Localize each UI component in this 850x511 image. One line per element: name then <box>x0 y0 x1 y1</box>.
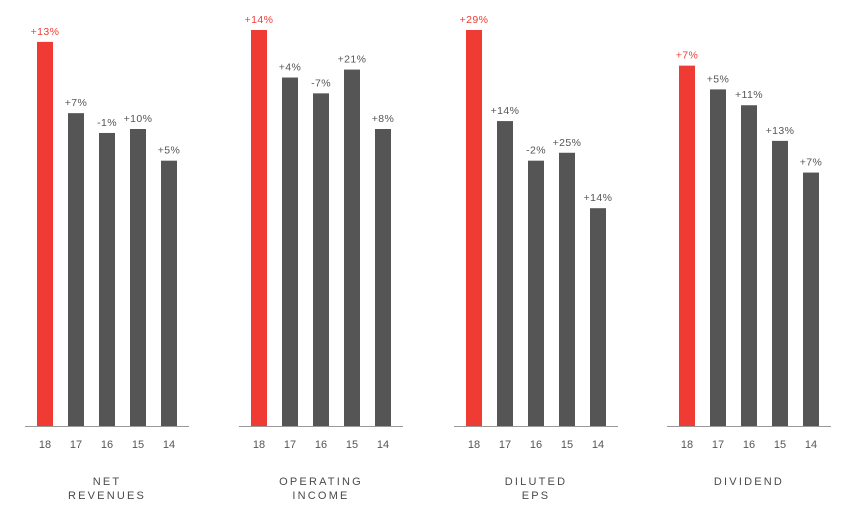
bar-17 <box>68 113 84 426</box>
data-label: +13% <box>766 125 795 137</box>
bar-16 <box>741 105 757 427</box>
bar-15 <box>130 129 146 426</box>
bar-17 <box>282 77 298 427</box>
chart-title-line: REVENUES <box>68 490 146 502</box>
data-label: -7% <box>311 77 331 89</box>
x-tick-label: 14 <box>377 439 389 451</box>
data-label: +14% <box>491 105 520 117</box>
bar-17 <box>710 89 726 427</box>
x-tick-label: 15 <box>346 439 358 451</box>
data-label: +7% <box>65 97 88 109</box>
chart-title-line: INCOME <box>292 490 349 502</box>
data-label: +5% <box>158 145 181 157</box>
bar-17 <box>497 121 513 426</box>
x-tick-label: 18 <box>39 439 51 451</box>
x-tick-label: 18 <box>681 439 693 451</box>
chart-title-line: OPERATING <box>279 476 363 488</box>
x-tick-label: 17 <box>712 439 724 451</box>
data-label: +21% <box>338 54 367 66</box>
x-tick-label: 16 <box>530 439 542 451</box>
bar-14 <box>161 160 177 426</box>
chart-title-line: NET <box>93 476 122 488</box>
bar-16 <box>99 132 115 426</box>
x-tick-label: 16 <box>743 439 755 451</box>
data-label: +8% <box>372 113 395 125</box>
bar-16 <box>528 160 544 426</box>
bar-14 <box>375 129 391 426</box>
data-label: +14% <box>245 14 274 26</box>
x-tick-label: 14 <box>592 439 604 451</box>
data-label: +5% <box>707 73 730 85</box>
chart-title-line: DIVIDEND <box>714 476 784 488</box>
chart-panel-3: +29% 18 +14% 17 -2% 16 +25% 15 +14% 14 DILUTED EPS <box>454 14 618 502</box>
bar-15 <box>559 152 575 426</box>
x-tick-label: 18 <box>468 439 480 451</box>
bar-18 <box>37 41 53 426</box>
data-label: +7% <box>676 50 699 62</box>
bar-18 <box>679 65 695 426</box>
data-label: +10% <box>124 113 153 125</box>
data-label: +13% <box>31 26 60 38</box>
x-tick-label: 14 <box>805 439 817 451</box>
x-tick-label: 17 <box>284 439 296 451</box>
x-tick-label: 18 <box>253 439 265 451</box>
data-label: +11% <box>735 89 763 101</box>
data-label: +29% <box>460 14 489 26</box>
x-tick-label: 15 <box>774 439 786 451</box>
x-tick-label: 17 <box>499 439 511 451</box>
data-label: +4% <box>279 62 302 74</box>
chart-panel-4: +7% 18 +5% 17 +11% 16 +13% 15 +7% 14 DIVIDEND <box>667 50 831 488</box>
bar-14 <box>803 172 819 426</box>
bar-15 <box>772 140 788 426</box>
chart-panel-2: +14% 18 +4% 17 -7% 16 +21% 15 +8% 14 OPERATING INCO… <box>239 14 403 502</box>
x-tick-label: 17 <box>70 439 82 451</box>
x-tick-label: 14 <box>163 439 175 451</box>
bar-15 <box>344 69 360 426</box>
bar-14 <box>590 208 606 426</box>
data-label: +14% <box>584 192 613 204</box>
data-label: -1% <box>97 117 117 129</box>
x-tick-label: 15 <box>561 439 573 451</box>
x-tick-label: 16 <box>315 439 327 451</box>
x-tick-label: 15 <box>132 439 144 451</box>
chart-title-line: EPS <box>522 490 551 502</box>
bar-18 <box>466 30 482 426</box>
bar-18 <box>251 30 267 426</box>
x-tick-label: 16 <box>101 439 113 451</box>
data-label: -2% <box>526 145 546 157</box>
chart-title-line: DILUTED <box>505 476 567 488</box>
bar-16 <box>313 93 329 427</box>
data-label: +25% <box>553 137 582 149</box>
chart-panel-1: +13% 18 +7% 17 -1% 16 +10% 15 +5% 14 NET REVENUES <box>25 26 189 502</box>
data-label: +7% <box>800 157 823 169</box>
